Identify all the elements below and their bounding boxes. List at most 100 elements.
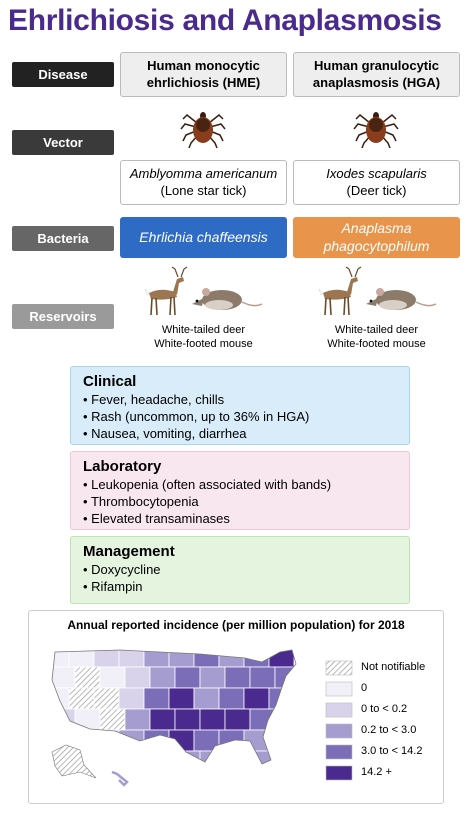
map-region [224,708,251,731]
map-region [274,750,296,764]
vector-box: Ixodes scapularis (Deer tick) [293,160,460,205]
map-region [68,687,95,710]
legend-label: 0 [361,682,368,694]
row-label: Bacteria [12,226,114,251]
map-region [143,729,170,752]
map-region [118,729,145,752]
map-region [52,650,70,668]
section-heading: Management [83,543,175,560]
map-title: Annual reported incidence (per million p… [67,618,405,632]
map-region [68,650,95,668]
legend-swatch [325,744,353,760]
legend-label: Not notifiable [361,661,426,673]
map-region [118,687,145,710]
map-region [224,666,251,689]
row-label: Disease [12,62,114,87]
map-region [99,666,126,689]
map-region [199,666,226,689]
reservoir-labels: White-tailed deer White-footed mouse [293,323,460,353]
map-region [124,666,151,689]
legend-swatch [325,681,353,697]
map-region [268,729,295,752]
map-region [193,687,220,710]
title: Ehrlichiosis and Anaplasmosis [8,4,442,37]
section-item: Rifampin [83,578,397,595]
legend-label: 0 to < 0.2 [361,703,408,715]
map-region [52,708,76,731]
map-region [249,750,276,764]
row-label: Vector [12,130,114,155]
map-region [168,687,195,710]
map-region [149,666,176,689]
map-region [74,666,101,689]
bacteria-box: Ehrlichia chaffeensis [120,217,287,258]
vector-common: (Lone star tick) [160,182,247,198]
reservoir: White-tailed deer [334,324,419,336]
map-region [199,708,226,731]
legend-label: 3.0 to < 14.2 [361,745,423,757]
reservoir: White-footed mouse [154,338,253,351]
map-region [149,750,176,764]
section-item: Elevated transaminases [83,510,397,527]
map-region [193,729,220,752]
section-box: ManagementDoxycyclineRifampin [70,536,410,604]
map-region [218,687,245,710]
disease-box: Human granulocytic anaplasmosis (HGA) [293,52,460,97]
legend-swatch [325,765,353,781]
map-region [243,687,270,710]
map-region [149,708,176,731]
map-region [243,650,270,668]
vector-name: Ixodes scapularis [326,166,427,182]
section-box: ClinicalFever, headache, chillsRash (unc… [70,366,410,445]
map-region [93,650,120,668]
map-region [274,708,296,731]
map-region [93,687,120,710]
map-region [99,750,126,764]
legend-swatch [325,702,353,718]
map-region [268,687,295,710]
map-region [74,708,101,731]
map-region [193,650,220,668]
section-item: Fever, headache, chills [83,391,397,408]
legend-label: 14.2 + [361,766,392,778]
map-region [249,708,276,731]
map-region [268,650,295,668]
map-region [224,750,251,764]
legend-label: 0.2 to < 3.0 [361,724,417,736]
section-item: Rash (uncommon, up to 36% in HGA) [83,408,397,425]
section-item: Nausea, vomiting, diarrhea [83,425,397,442]
vector-name: Amblyomma americanum [129,166,278,182]
section-heading: Clinical [83,373,137,390]
section-heading: Laboratory [83,458,162,475]
map-region [174,708,201,731]
reservoir-labels: White-tailed deer White-footed mouse [120,323,287,353]
map-region [124,708,151,731]
map-region [174,750,201,764]
section-item: Leukopenia (often associated with bands) [83,476,397,493]
map-region [249,666,276,689]
map-region [168,650,195,668]
map-region [274,666,296,689]
section-box: LaboratoryLeukopenia (often associated w… [70,451,410,530]
legend-swatch [325,723,353,739]
map-region [174,666,201,689]
bacteria-box: Anaplasma phagocytophilum [293,217,460,258]
map-region [124,750,151,764]
map-region [143,687,170,710]
reservoir: White-tailed deer [161,324,246,336]
map-region [118,650,145,668]
map-region [168,729,195,752]
map-panel [28,610,444,804]
vector-common: (Deer tick) [346,182,407,198]
legend-swatch [325,660,353,676]
map-region [93,729,120,752]
disease-box: Human monocytic ehrlichiosis (HME) [120,52,287,97]
reservoir: White-footed mouse [327,338,426,351]
row-label: Reservoirs [12,304,114,329]
section-item: Thrombocytopenia [83,493,397,510]
vector-box: Amblyomma americanum (Lone star tick) [120,160,287,205]
section-item: Doxycycline [83,561,397,578]
map-region [143,650,170,668]
